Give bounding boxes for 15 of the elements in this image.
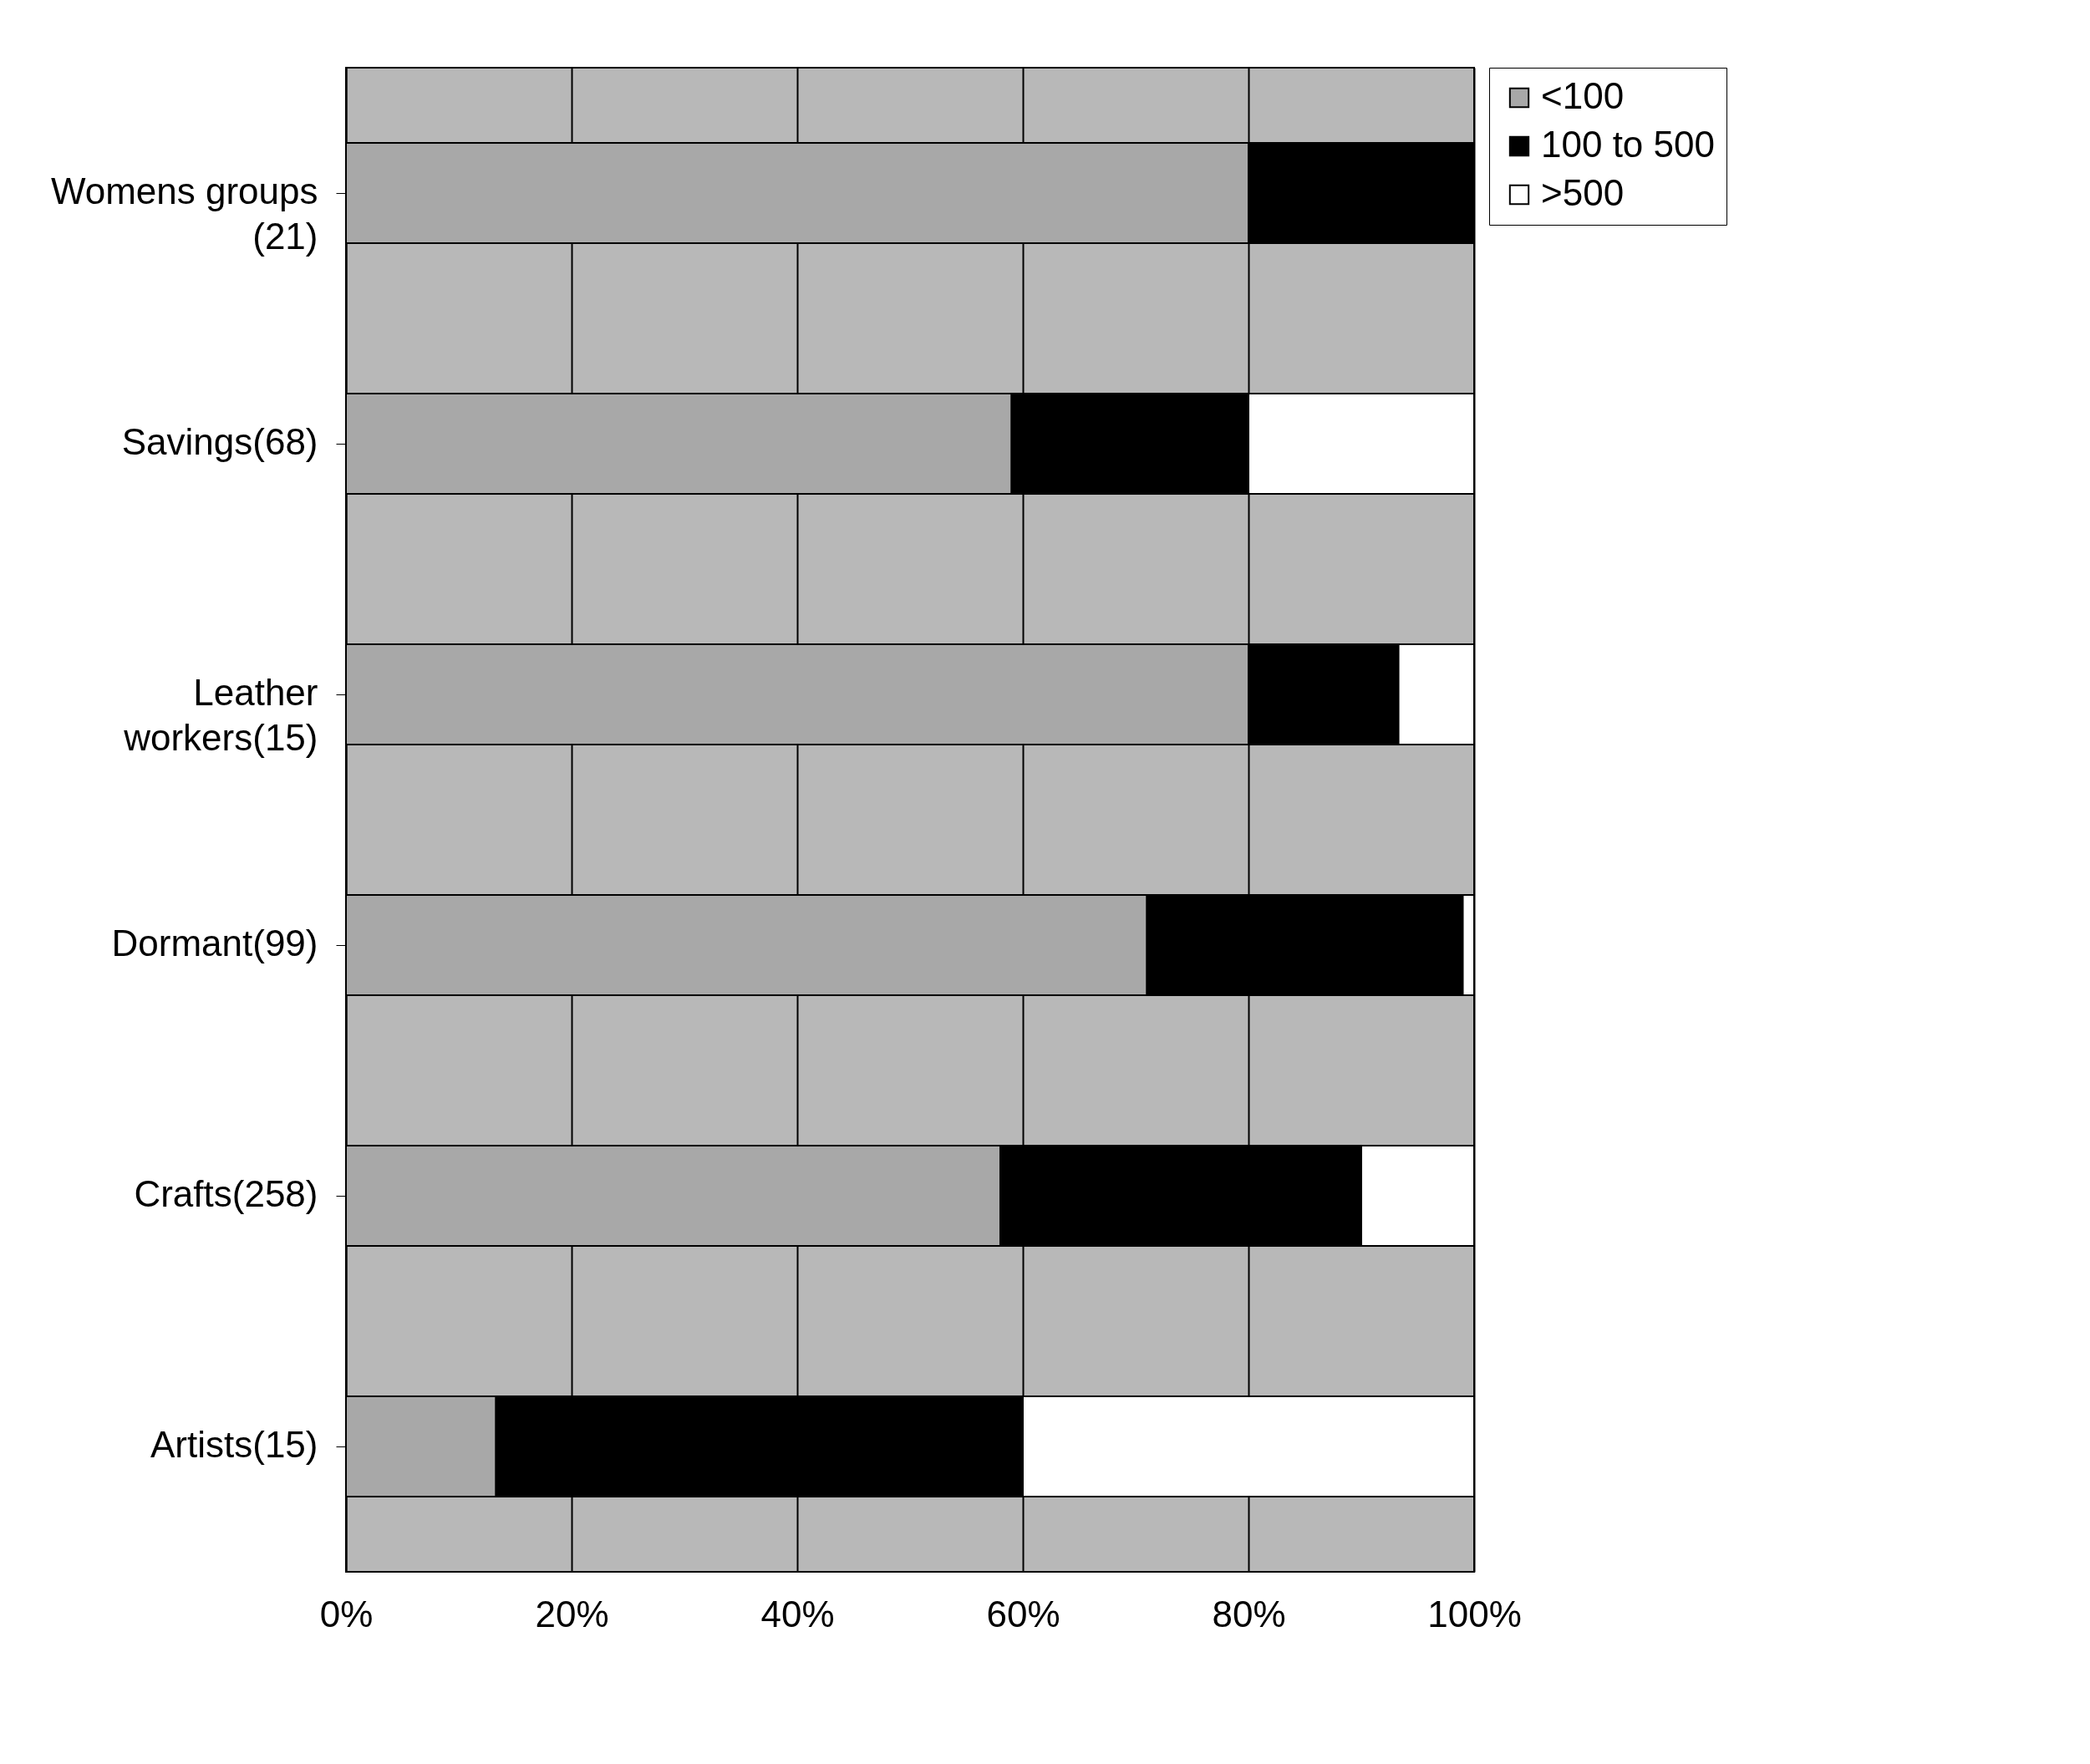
y-tick-label: Savings(68) <box>121 421 318 462</box>
y-tick-label: Leather workers(15) <box>123 672 318 758</box>
y-tick-label: Crafts(258) <box>134 1173 318 1214</box>
legend-label: >500 <box>1541 172 1625 213</box>
x-tick-label: 0% <box>319 1593 374 1634</box>
y-tick-label: Dormant(99) <box>111 923 318 963</box>
x-tick-label: 100% <box>1427 1593 1522 1634</box>
legend-label: 100 to 500 <box>1541 124 1715 165</box>
x-tick-label: 60% <box>986 1593 1060 1634</box>
x-tick-label: 80% <box>1212 1593 1286 1634</box>
y-tick-label: Womens groups (21) <box>50 170 318 257</box>
x-tick-label: 20% <box>535 1593 609 1634</box>
x-tick-label: 40% <box>760 1593 835 1634</box>
y-tick-label: Artists(15) <box>150 1424 318 1465</box>
legend-label: <100 <box>1541 75 1625 116</box>
